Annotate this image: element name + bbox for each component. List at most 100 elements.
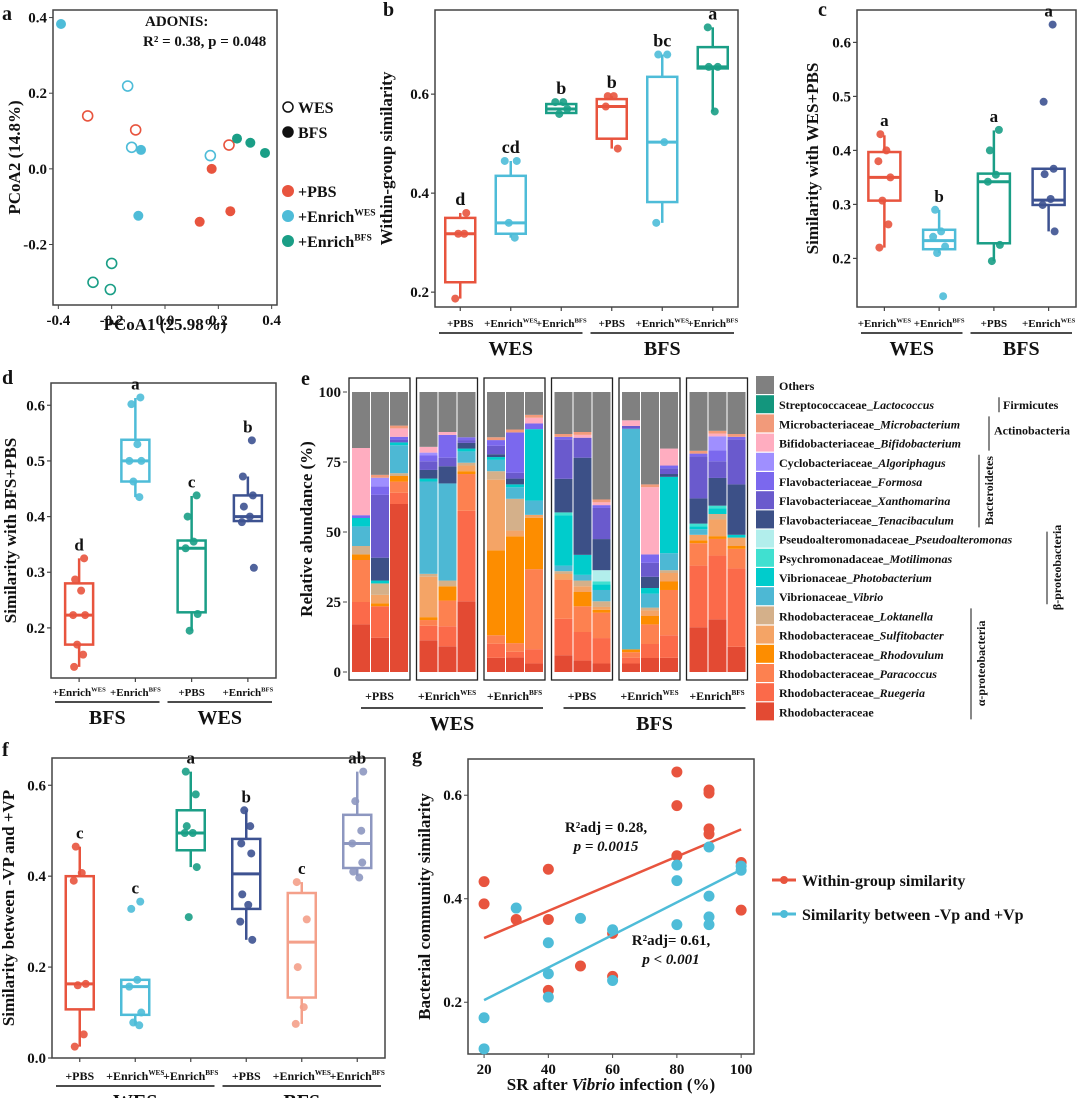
legend: Within-group similarity Similarity betwee… [772,873,1024,924]
bar-segment [622,652,640,658]
x-tick-label: +EnrichBFS [689,689,744,703]
bar-segment [592,612,611,639]
bar-segment [592,581,611,585]
significance-letter: cd [502,137,520,157]
y-tick-label: 0.4 [443,892,462,908]
bar-segment [487,479,505,551]
legend-swatch [756,606,774,625]
panel-e: 0 25 50 75 100 +PBS +EnrichWES +EnrichBFS +PBS +E… [297,376,1070,735]
bar-segment [727,434,746,437]
legend-swatch [756,510,774,529]
bar-segment [438,457,457,467]
data-point [105,257,118,270]
data-point [478,876,490,888]
data-point [248,491,257,500]
box-0: c +PBS [64,824,95,1083]
x-tick-label: 60 [605,1062,620,1078]
y-tick-label: 75 [326,455,341,471]
facet-frame [415,377,479,681]
group-label: BFS [1003,338,1040,360]
data-point [613,144,622,153]
bar-segment [689,543,708,566]
significance-letter: ab [348,749,366,768]
bar-segment [641,644,659,658]
legend-swatch [756,376,774,394]
bar-segment [554,618,573,656]
data-point [185,626,194,635]
legend-swatch [756,664,774,682]
bar-segment [660,581,678,590]
bar-segment [592,638,611,664]
x-tick-label: +EnrichBFS [330,1069,385,1083]
significance-letter: bc [653,31,671,51]
x-tick-label: +EnrichWES [484,318,538,330]
bar-segment [371,392,389,475]
bar-segment [525,392,543,415]
bar-segment [487,454,505,458]
data-point [244,900,253,909]
r2-annotation: R²adj = 0.28, [565,820,647,836]
bar-segment [727,537,746,546]
data-point [703,919,715,931]
panel-d: 0.2 0.3 0.4 0.5 0.6 d +EnrichWES a +EnrichBFS c +P… [1,374,277,729]
box-2: a +PBS [976,107,1012,330]
data-point [735,904,747,916]
data-point [194,216,205,227]
data-point [359,767,368,776]
data-point [652,218,661,227]
data-point [71,842,80,851]
data-point [182,822,191,831]
bar-segment [592,505,611,508]
legend-swatch [756,568,774,586]
bar-segment [506,484,524,488]
panel-letter: d [2,367,13,389]
bar-segment [487,635,505,644]
significance-letter: b [243,417,252,436]
data-point [510,233,519,242]
bar-segment [660,474,678,477]
legend-label: Bifidobacteriaceae_Bifidobacterium [779,437,961,451]
open-circle-icon [282,101,294,113]
bar-segment [419,625,438,641]
data-point [555,109,564,118]
bar-segment [641,610,659,616]
bar-segment [592,589,611,602]
group-label: WES [113,1091,157,1098]
y-tick-label: 0 [334,665,342,681]
bar-segment [641,593,659,608]
bar-segment [592,392,611,500]
legend-swatch [756,587,774,606]
phylum-label: Firmicutes [1003,398,1059,412]
bar-segment [660,448,678,466]
data-point [874,157,883,166]
bar-segment [727,484,746,535]
bar-segment [727,568,746,647]
legend-swatch [756,491,774,510]
data-point [238,890,247,899]
data-point [71,575,80,584]
p-annotation: p < 0.001 [640,952,699,968]
x-tick-label: 0.2 [209,313,228,329]
y-tick-label: 0.5 [832,89,851,105]
bar-segment [554,392,573,434]
box-iqr [286,891,317,999]
data-point [238,472,247,481]
significance-letter: b [607,72,617,92]
significance-letter: b [556,78,566,98]
data-point [292,878,301,887]
data-point [136,897,145,906]
data-point [293,963,302,972]
bar-segment [457,392,476,438]
data-point [886,173,895,182]
bar-segment [641,658,659,672]
data-point [478,898,490,910]
x-tick-label: -0.2 [100,313,124,329]
data-point [193,609,202,618]
bar-segment [708,433,727,437]
bar-segment [525,569,543,650]
data-point [192,491,201,500]
data-point [349,867,358,876]
bar-segment [660,553,678,571]
bar-segment [506,536,524,644]
significance-letter: a [708,3,717,23]
